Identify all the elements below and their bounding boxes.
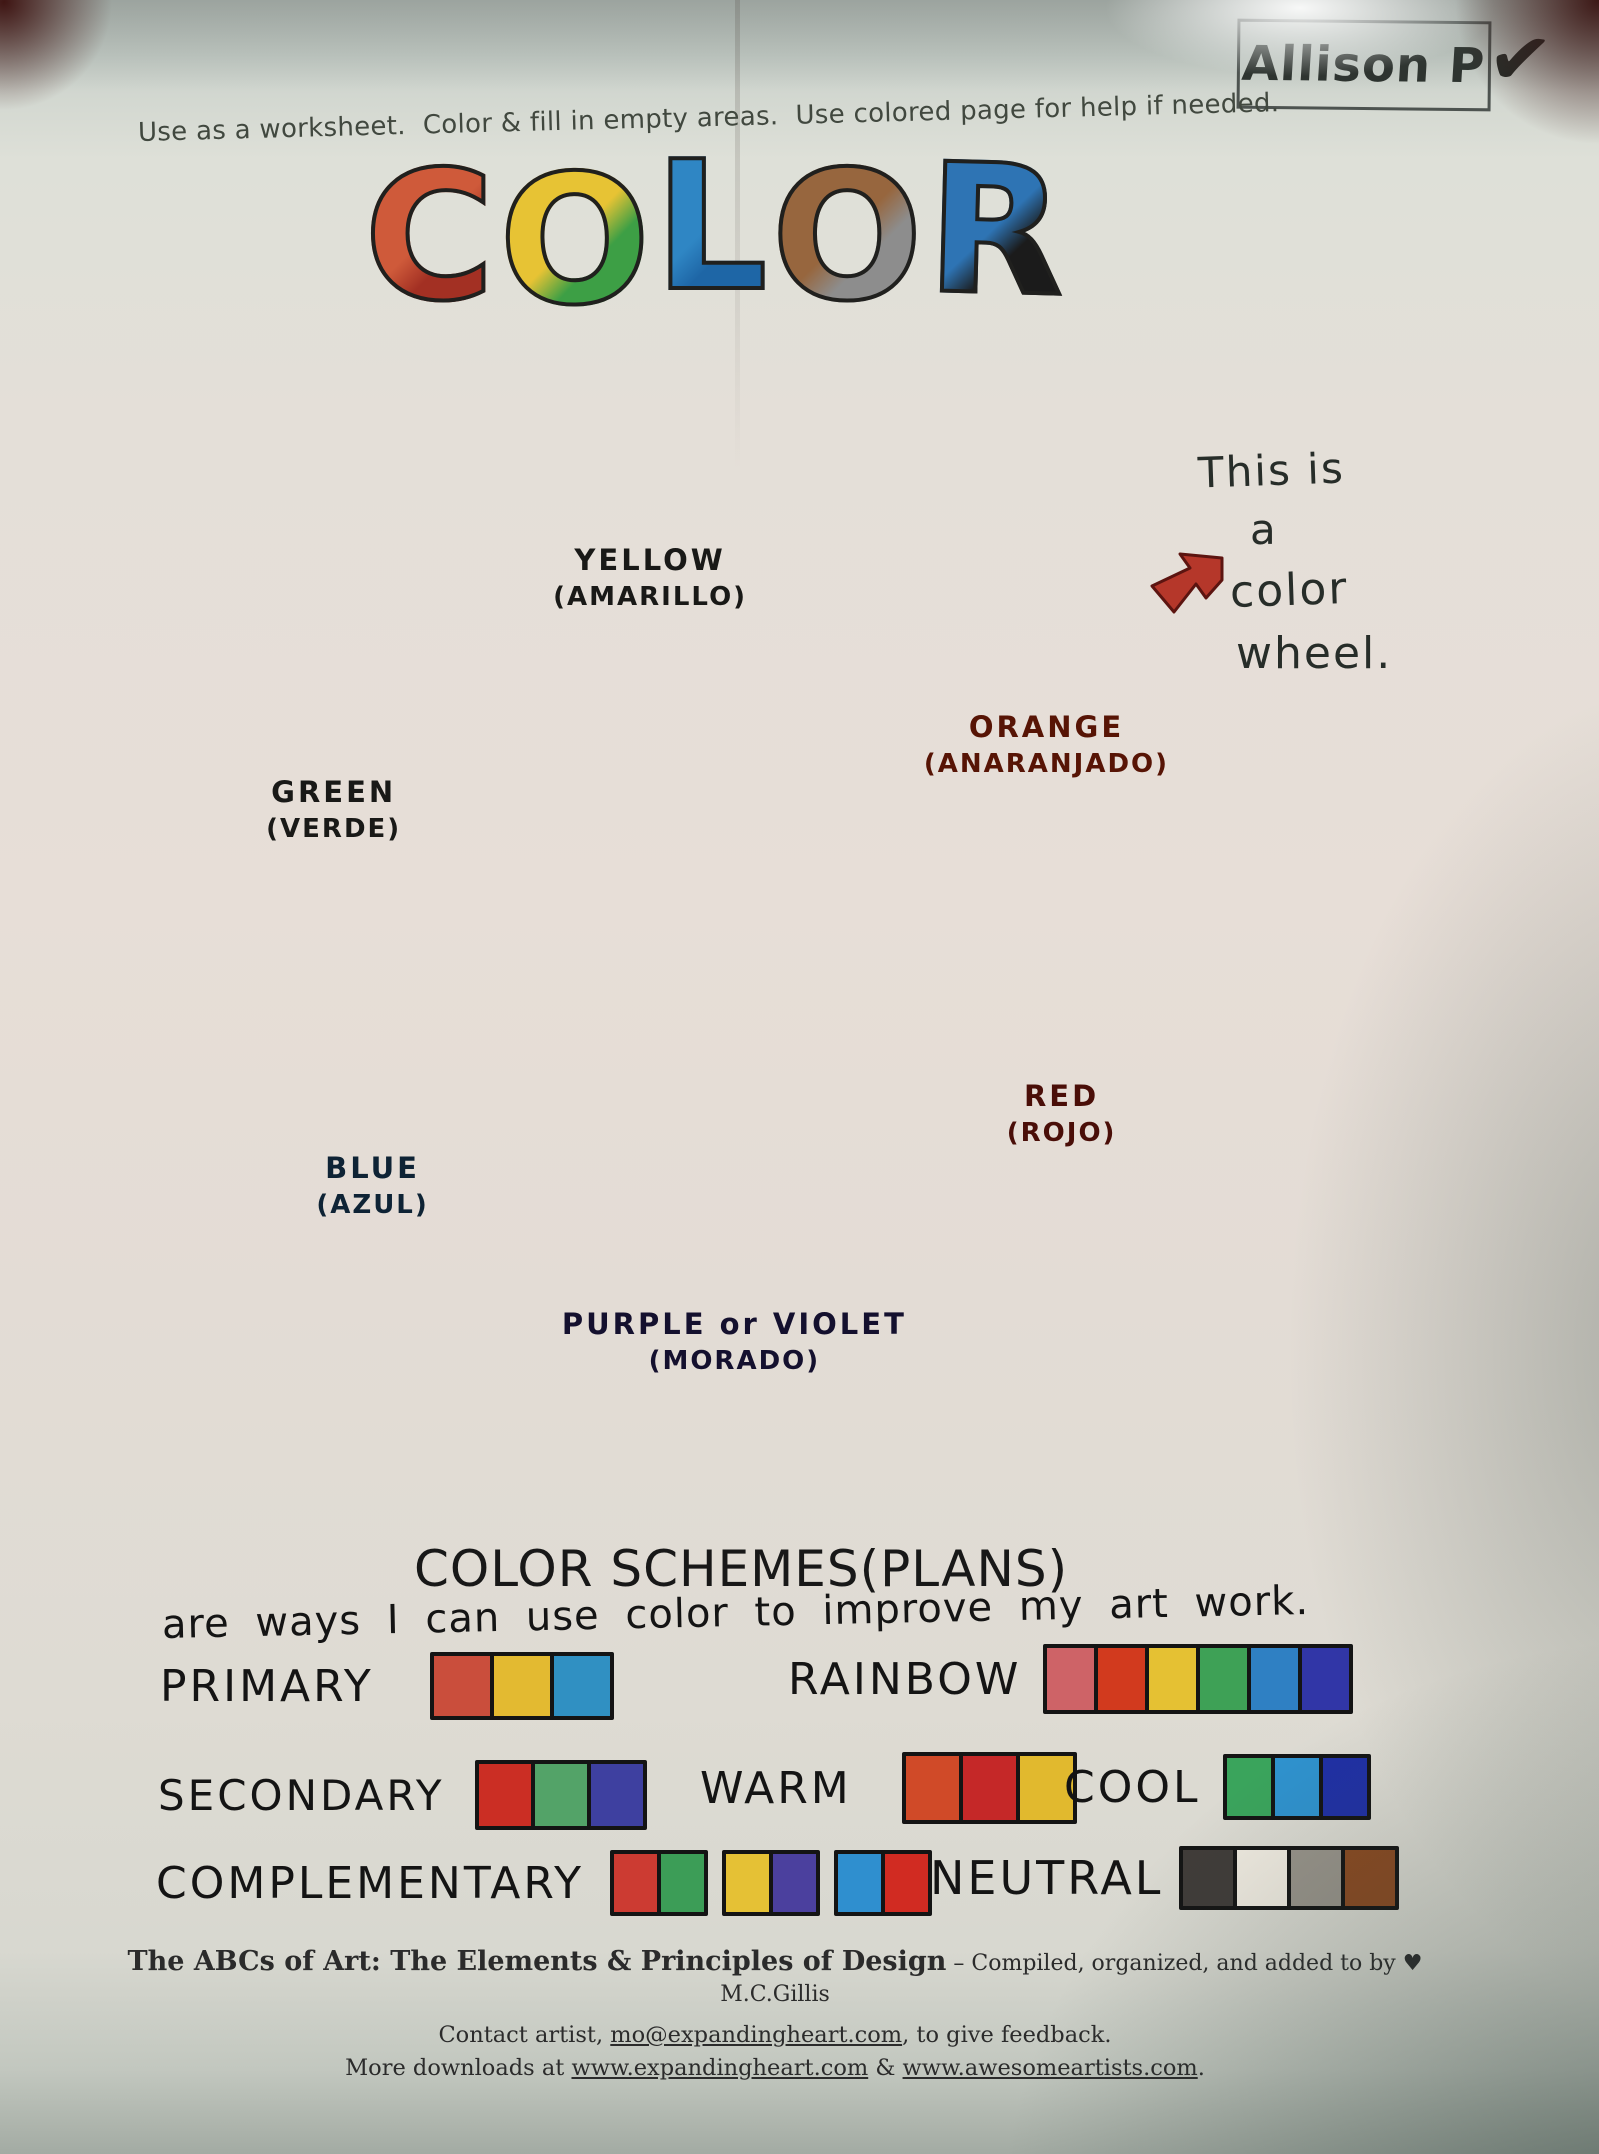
color-swatch bbox=[474, 1760, 535, 1830]
grade-checkmark-icon: ✔ bbox=[1483, 10, 1557, 107]
download-url-1: www.expandingheart.com bbox=[571, 2055, 869, 2081]
color-swatch bbox=[1145, 1644, 1201, 1714]
color-swatch bbox=[769, 1850, 821, 1916]
scheme-cool: COOL bbox=[1064, 1754, 1371, 1820]
swatch-group bbox=[1222, 1754, 1371, 1820]
scheme-label-neutral: NEUTRAL bbox=[930, 1851, 1164, 1905]
color-swatch bbox=[722, 1850, 774, 1916]
wheel-label-orange: ORANGE (ANARANJADO) bbox=[923, 709, 1170, 779]
wheel-label-blue: BLUE (AZUL) bbox=[316, 1151, 429, 1221]
scheme-primary: PRIMARY bbox=[160, 1652, 614, 1720]
scheme-swatches-secondary bbox=[474, 1760, 647, 1830]
color-swatch bbox=[530, 1760, 591, 1830]
swatch-group bbox=[901, 1752, 1077, 1824]
scheme-neutral: NEUTRAL bbox=[930, 1846, 1400, 1910]
color-swatch bbox=[1233, 1846, 1292, 1910]
worksheet-title: COLOR bbox=[176, 123, 1256, 347]
scheme-swatches-neutral bbox=[1179, 1846, 1400, 1910]
annotation-color: color bbox=[1229, 562, 1350, 619]
footer-contact-line: Contact artist, mo@expandingheart.com, t… bbox=[438, 2022, 1112, 2048]
swatch-group bbox=[1043, 1644, 1354, 1714]
title-letter: C bbox=[362, 133, 499, 340]
color-swatch bbox=[429, 1652, 494, 1720]
annotation-a: a bbox=[1250, 505, 1276, 554]
download-url-2: www.awesomeartists.com bbox=[902, 2055, 1198, 2081]
scheme-swatches-rainbow bbox=[1043, 1644, 1354, 1714]
scheme-label-warm: WARM bbox=[700, 1762, 852, 1814]
scheme-rainbow: RAINBOW bbox=[788, 1644, 1354, 1714]
footer-series-title: The ABCs of Art: The Elements & Principl… bbox=[127, 1946, 947, 1977]
red-arrow-icon bbox=[1150, 552, 1224, 614]
wheel-label-purple: PURPLE or VIOLET (MORADO) bbox=[561, 1306, 907, 1376]
annotation-this-is: This is bbox=[1197, 443, 1346, 498]
swatch-group bbox=[474, 1760, 647, 1830]
wheel-label-green: GREEN (VERDE) bbox=[266, 774, 402, 844]
annotation-wheel: wheel. bbox=[1236, 628, 1393, 679]
color-swatch bbox=[1196, 1644, 1252, 1714]
color-swatch bbox=[901, 1752, 963, 1824]
title-letter: L bbox=[652, 123, 772, 330]
color-swatch bbox=[610, 1850, 662, 1916]
color-swatch bbox=[1270, 1754, 1323, 1820]
color-swatch bbox=[1094, 1644, 1150, 1714]
contact-email: mo@expandingheart.com bbox=[610, 2022, 903, 2048]
footer-credit-line: The ABCs of Art: The Elements & Principl… bbox=[127, 1946, 1423, 2007]
student-name: Allison P bbox=[1240, 35, 1488, 95]
scheme-label-secondary: SECONDARY bbox=[158, 1770, 445, 1820]
scheme-swatches-warm bbox=[901, 1752, 1077, 1824]
color-swatch bbox=[549, 1652, 614, 1720]
color-swatch bbox=[1043, 1644, 1099, 1714]
scheme-secondary: SECONDARY bbox=[158, 1760, 647, 1830]
scheme-label-rainbow: RAINBOW bbox=[788, 1653, 1022, 1705]
color-swatch bbox=[1179, 1846, 1238, 1910]
color-swatch bbox=[881, 1850, 933, 1916]
title-letter: R bbox=[922, 123, 1072, 338]
scheme-label-complementary: COMPLEMENTARY bbox=[156, 1857, 585, 1909]
scheme-swatches-complementary bbox=[610, 1850, 933, 1916]
swatch-group bbox=[722, 1850, 821, 1916]
footer: The ABCs of Art: The Elements & Principl… bbox=[110, 1946, 1440, 2088]
color-swatch bbox=[489, 1652, 554, 1720]
scheme-complementary: COMPLEMENTARY bbox=[156, 1850, 933, 1916]
color-swatch bbox=[958, 1752, 1020, 1824]
title-letter: O bbox=[769, 133, 927, 340]
swatch-group bbox=[610, 1850, 709, 1916]
color-swatch bbox=[1298, 1644, 1354, 1714]
scheme-label-cool: COOL bbox=[1064, 1761, 1201, 1813]
wheel-label-yellow: YELLOW (AMARILLO) bbox=[553, 542, 748, 612]
color-swatch bbox=[1287, 1846, 1346, 1910]
color-swatch bbox=[1222, 1754, 1275, 1820]
color-swatch bbox=[834, 1850, 886, 1916]
color-swatch bbox=[1318, 1754, 1371, 1820]
color-swatch bbox=[657, 1850, 709, 1916]
scheme-swatches-cool bbox=[1222, 1754, 1371, 1820]
title-letter: O bbox=[495, 134, 658, 348]
color-swatch bbox=[1247, 1644, 1303, 1714]
color-wheel: YELLOW (AMARILLO) ORANGE (ANARANJADO) GR… bbox=[176, 415, 1256, 1485]
footer-downloads-line: More downloads at www.expandingheart.com… bbox=[345, 2055, 1205, 2081]
swatch-group bbox=[1179, 1846, 1400, 1910]
scheme-swatches-primary bbox=[429, 1652, 614, 1720]
swatch-group bbox=[429, 1652, 614, 1720]
scheme-warm: WARM bbox=[700, 1752, 1077, 1824]
swatch-group bbox=[834, 1850, 933, 1916]
wheel-label-red: RED (ROJO) bbox=[1006, 1078, 1117, 1148]
color-swatch bbox=[1341, 1846, 1400, 1910]
color-swatch bbox=[586, 1760, 647, 1830]
scheme-label-primary: PRIMARY bbox=[160, 1660, 374, 1712]
